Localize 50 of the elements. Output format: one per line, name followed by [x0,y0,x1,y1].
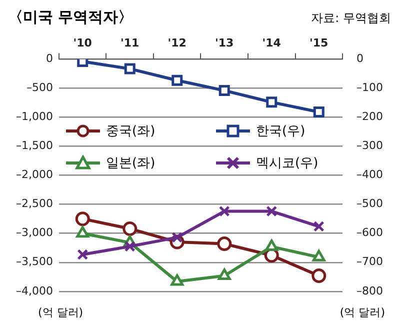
point [77,249,88,260]
point [218,268,231,280]
y2-tick-label: –500 [356,197,384,210]
y-axis-title: (억 달러) [38,305,84,320]
y2-axis-title: (억 달러) [340,305,385,320]
point [76,226,90,238]
y2-tick-label: –300 [356,139,384,152]
y-tick-label: 0 [46,52,53,66]
point [122,221,138,236]
x-tick-label: '15 [310,36,328,50]
y-tick-label: –4,000 [16,284,53,298]
x-tick-label: '14 [262,36,282,50]
y-tick-label: –1,000 [16,110,53,124]
y2-tick-label: –400 [356,168,384,182]
point [265,239,278,251]
x-tick-label: '12 [168,36,186,50]
legend-label: 한국(우) [256,123,306,140]
point [124,63,136,74]
point [218,206,230,217]
y2-tick-label: –200 [356,110,384,124]
y-tick-label: –3,500 [16,255,53,268]
text: 자료: 무역협회 [311,11,391,25]
y-tick-label: –1,500 [16,139,53,152]
point [172,74,183,86]
point [266,96,278,108]
point [75,212,90,226]
point [312,250,326,262]
point [312,268,326,283]
point [313,220,324,232]
y-tick-label: –3,000 [16,226,53,240]
point [217,236,232,252]
point [218,85,230,96]
x-tick-label: '11 [120,36,140,50]
y2-tick-label: 0 [356,52,364,66]
point [170,274,184,286]
y-tick-label: –500 [26,81,53,94]
y2-tick-label: –100 [356,81,384,94]
point [313,106,324,118]
y-tick-label: –2,000 [16,168,53,182]
legend-label: 중국(좌) [106,123,156,140]
y2-tick-label: –600 [356,226,384,240]
legend-label: 일본(좌) [106,155,156,172]
x-tick-label: '10 [73,36,92,50]
legend-label: 멕시코(우) [256,155,318,172]
y2-tick-label: –800 [356,284,384,298]
point [266,206,278,217]
y-tick-label: –2,500 [16,197,53,210]
x-tick-label: '13 [215,36,234,50]
chart-title: 〈미국 무역적자〉 [8,8,134,27]
y2-tick-label: –700 [356,255,384,268]
